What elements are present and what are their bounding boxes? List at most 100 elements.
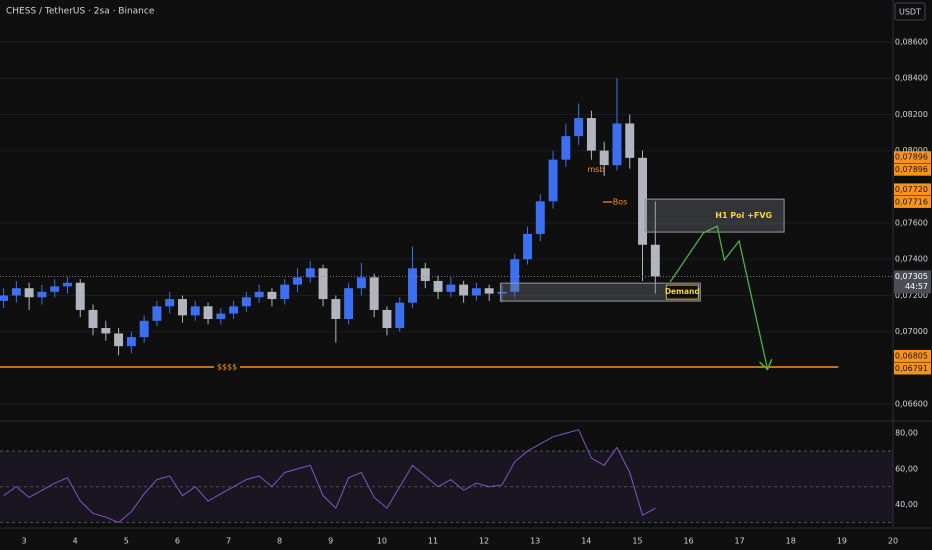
candle-body <box>101 328 111 334</box>
candle-body <box>114 333 124 347</box>
candle-body <box>420 268 430 281</box>
y-tick-label: 0,08200 <box>895 110 928 119</box>
price-label: 0,07716 <box>895 197 928 206</box>
candle-body <box>356 277 366 289</box>
candle-body <box>229 306 239 314</box>
last-price-box <box>894 270 931 294</box>
countdown-label: 44:57 <box>905 282 928 291</box>
candle-body <box>471 288 481 296</box>
annotation: Bos <box>613 198 628 207</box>
candle-body <box>382 309 392 329</box>
x-tick-label: 5 <box>124 537 129 546</box>
overlay: 0,08600 0,08400 0,08200 0,08000 0,07600 0,074… <box>0 38 931 546</box>
candle-body <box>497 291 507 294</box>
x-tick-label: 7 <box>226 537 231 546</box>
candle-body <box>395 302 405 329</box>
candle-body <box>446 284 456 292</box>
price-label-box <box>894 362 931 375</box>
candle-body <box>459 284 469 296</box>
last-price-label: 0,07305 <box>895 272 928 281</box>
x-tick-label: 14 <box>581 537 591 546</box>
candle-body <box>63 282 72 287</box>
candle-body <box>369 277 379 310</box>
candle-body <box>11 288 21 296</box>
candle-body <box>178 299 187 316</box>
x-tick-label: 13 <box>530 537 540 546</box>
candle-body <box>280 284 290 300</box>
x-tick-label: 11 <box>428 537 438 546</box>
rsi-tick-label: 60,00 <box>895 464 918 473</box>
candle-body <box>293 277 302 285</box>
y-tick-label: 0,07000 <box>895 327 928 336</box>
candle-body <box>561 136 571 160</box>
price-label: 0,06791 <box>895 364 928 373</box>
candle-body <box>612 123 622 166</box>
candle-body <box>535 201 545 234</box>
candle-body <box>305 268 315 278</box>
x-tick-label: 16 <box>683 537 693 546</box>
candle-body <box>152 306 162 321</box>
price-label-box <box>894 183 931 196</box>
candle-body <box>75 282 85 310</box>
y-tick-label: 0,07400 <box>895 255 928 264</box>
candle-body <box>165 299 175 307</box>
candle-body <box>267 291 277 300</box>
price-label-box <box>894 151 931 164</box>
candle-body <box>88 309 98 329</box>
price-label: 0,07720 <box>895 185 928 194</box>
candle-body <box>24 288 34 298</box>
rsi-line <box>3 429 656 523</box>
candle-body <box>433 280 443 292</box>
x-tick-label: 10 <box>377 537 387 546</box>
price-label-box <box>894 195 931 208</box>
candle-body <box>241 297 251 307</box>
zone-box <box>499 282 701 302</box>
x-tick-label: 12 <box>479 537 489 546</box>
candle-body <box>216 313 226 319</box>
candle-body <box>586 118 596 151</box>
candle-body <box>331 299 341 319</box>
y-tick-label: 0,08000 <box>895 146 928 155</box>
currency-button[interactable] <box>894 2 926 21</box>
candle-body <box>484 288 494 294</box>
candle-body <box>638 157 648 245</box>
y-tick-label: 0,06600 <box>895 400 928 409</box>
candle-body <box>190 306 200 316</box>
zone-label: Demand <box>665 287 700 296</box>
zone-label: H1 Poi +FVG <box>715 211 772 220</box>
candle-body <box>318 268 328 300</box>
rsi-tick-label: 80,00 <box>895 429 918 438</box>
x-tick-label: 18 <box>786 537 796 546</box>
candle-body <box>650 244 660 277</box>
candle-body <box>599 150 609 166</box>
candle-body <box>408 268 417 303</box>
currency-label[interactable]: USDT <box>899 8 921 17</box>
price-label: 0,06805 <box>895 351 928 360</box>
x-tick-label: 20 <box>888 537 898 546</box>
zone-label-box <box>665 284 699 300</box>
candle-body <box>344 288 354 319</box>
candle-body <box>625 123 635 158</box>
projection-path <box>669 225 767 368</box>
x-tick-label: 4 <box>73 537 78 546</box>
rsi-tick-label: 40,00 <box>895 500 918 509</box>
x-tick-label: 6 <box>175 537 180 546</box>
level-label-bg <box>214 361 240 372</box>
x-tick-label: 3 <box>21 537 26 546</box>
y-tick-label: 0,08600 <box>895 38 928 47</box>
x-tick-label: 9 <box>328 537 333 546</box>
price-label-box <box>894 349 931 362</box>
candle-body <box>37 291 47 298</box>
price-label-box <box>894 163 931 176</box>
candle-body <box>0 295 9 301</box>
zone-box <box>644 198 785 233</box>
candle-body <box>523 233 532 260</box>
price-label: 0,07896 <box>895 165 928 174</box>
candle-body <box>126 337 136 347</box>
chart-title: CHESS / TetherUS · 2sa · Binance <box>6 7 155 17</box>
candle-body <box>510 259 520 292</box>
y-tick-label: 0,07600 <box>895 219 928 228</box>
y-tick-label: 0,07200 <box>895 291 928 300</box>
level-label: $$$$ <box>217 362 237 371</box>
candle-body <box>50 286 60 292</box>
